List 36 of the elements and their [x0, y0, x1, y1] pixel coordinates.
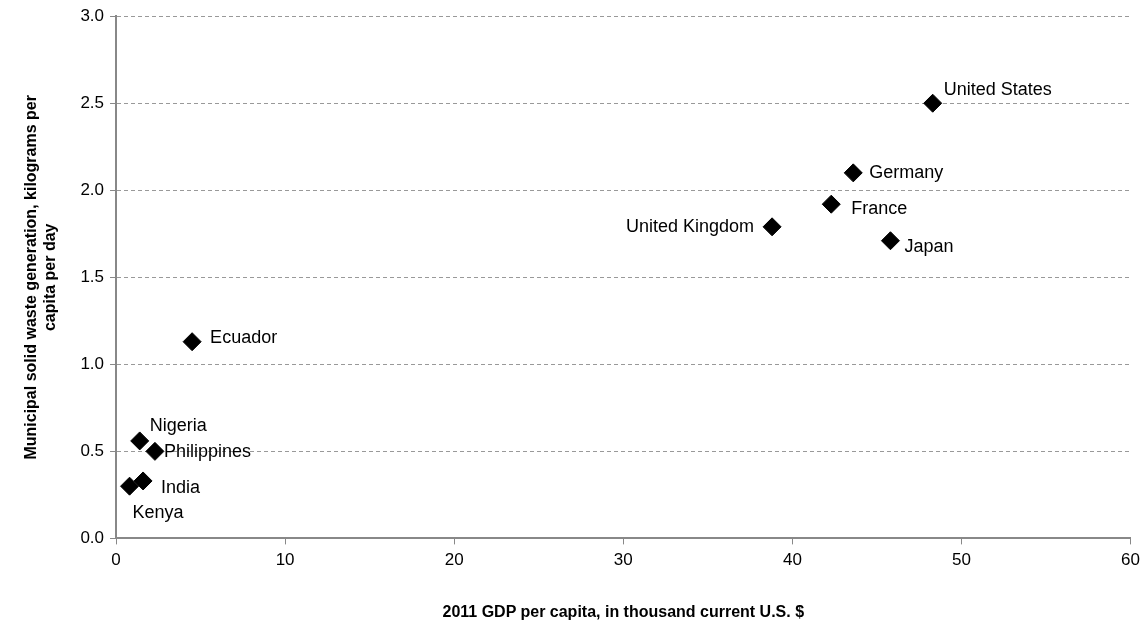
x-tick-label: 30 — [613, 550, 633, 570]
annotation: Germany — [869, 161, 944, 182]
x-axis-title: 2011 GDP per capita, in thousand current U.S. $ — [442, 602, 805, 620]
y-axis-title: Municipal solid waste generation, kilograms per capita per day — [22, 95, 59, 460]
x-tick-label: 10 — [275, 550, 295, 570]
annotation: United States — [943, 79, 1052, 100]
point — [821, 194, 841, 214]
annotation: Japan — [904, 235, 954, 256]
annotation: France — [851, 198, 908, 219]
point — [762, 217, 782, 237]
point — [880, 231, 900, 251]
point — [133, 471, 153, 491]
x-tick-label: 60 — [1121, 550, 1141, 570]
point — [923, 93, 943, 113]
y-tick-label: 1.5 — [80, 266, 105, 286]
point — [120, 476, 140, 496]
annotation: Ecuador — [210, 326, 278, 347]
annotation: United Kingdom — [626, 215, 755, 236]
point — [843, 163, 863, 183]
x-tick-label: 0 — [111, 550, 121, 570]
y-tick-label: 3.0 — [80, 5, 105, 25]
annotation: India — [161, 476, 202, 497]
y-tick-label: 0.0 — [80, 528, 105, 548]
y-tick-label: 0.5 — [80, 441, 105, 461]
point — [130, 431, 150, 451]
y-tick-label: 1.0 — [80, 354, 105, 374]
annotation: Philippines — [163, 441, 251, 462]
y-tick-label: 2.5 — [80, 92, 105, 112]
point — [145, 441, 165, 461]
x-tick-label: 50 — [952, 550, 971, 570]
y-tick-label: 2.0 — [80, 179, 105, 199]
point — [182, 332, 202, 352]
annotation: Nigeria — [149, 414, 208, 435]
annotation: Kenya — [132, 502, 185, 523]
x-tick-label: 40 — [782, 550, 802, 570]
x-tick-label: 20 — [444, 550, 464, 570]
